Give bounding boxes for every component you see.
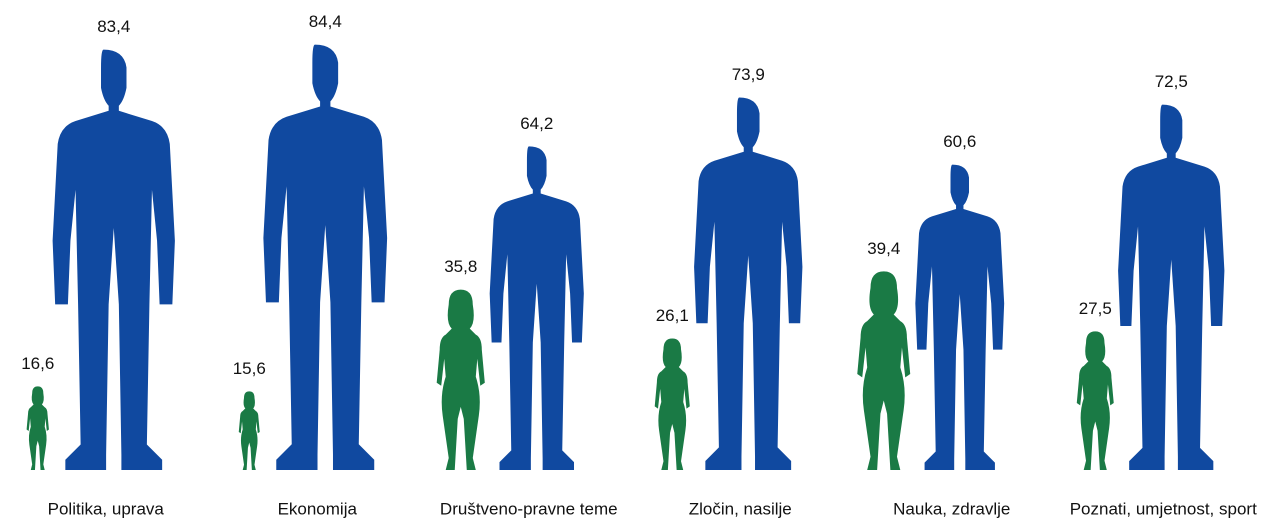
value-label: 64,2	[520, 114, 553, 133]
category-label: Društveno-pravne teme	[440, 499, 618, 518]
figure	[1118, 104, 1225, 470]
value-label: 27,5	[1079, 299, 1112, 318]
value-label: 15,6	[233, 359, 266, 378]
figure	[1076, 331, 1114, 470]
value-label: 16,6	[21, 354, 54, 373]
category-label: Nauka, zdravlje	[893, 499, 1010, 518]
figure	[436, 289, 485, 470]
category-label: Poznati, umjetnost, sport	[1070, 499, 1257, 518]
figure	[857, 271, 911, 471]
value-label: 35,8	[444, 257, 477, 276]
category-label: Politika, uprava	[48, 499, 165, 518]
figure	[489, 146, 584, 471]
value-label: 84,4	[309, 12, 342, 31]
figure	[238, 391, 260, 470]
value-label: 60,6	[943, 132, 976, 151]
value-label: 73,9	[732, 65, 765, 84]
figure	[52, 49, 175, 470]
figure	[694, 97, 803, 470]
value-label: 83,4	[97, 17, 130, 36]
figure	[263, 44, 388, 471]
category-label: Ekonomija	[278, 499, 358, 518]
value-label: 72,5	[1155, 72, 1188, 91]
value-label: 39,4	[867, 239, 900, 258]
category-label: Zločin, nasilje	[689, 499, 792, 518]
figure	[654, 338, 690, 470]
figure	[915, 164, 1005, 471]
figure	[26, 386, 49, 470]
value-label: 26,1	[656, 306, 689, 325]
